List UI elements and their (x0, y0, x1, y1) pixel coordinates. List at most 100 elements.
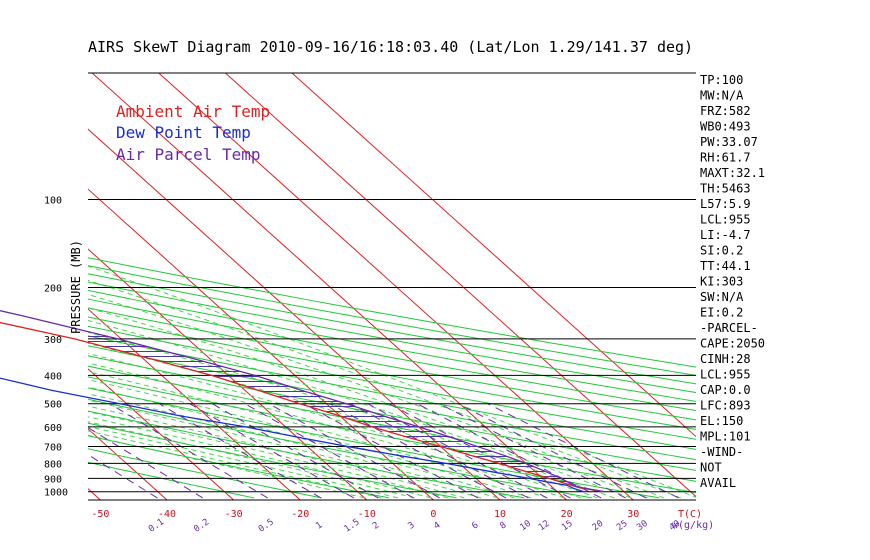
bottom-temp-tick-label: -40 (158, 509, 176, 520)
mixing-ratio-tick-label: 4 (432, 520, 442, 531)
stat-line: LCL:955 (700, 213, 751, 227)
stat-line: KI:303 (700, 275, 743, 289)
stat-line: SW:N/A (700, 290, 744, 304)
mixing-ratio-tick-label: 20 (591, 519, 606, 533)
mixing-ratio-line (350, 403, 529, 499)
bottom-temp-tick-label: 0 (430, 509, 436, 520)
bottom-temp-tick-label: -20 (291, 509, 309, 520)
isotherm (158, 73, 634, 500)
moist-adiabat (88, 279, 682, 499)
stat-line: PW:33.07 (700, 135, 758, 149)
stat-line: TP:100 (700, 73, 743, 87)
mixing-ratio-tick-label: 1 (314, 520, 324, 531)
dry-adiabat (88, 461, 255, 499)
mixing-ratio-tick-label: 25 (615, 519, 630, 533)
x-axis-label-temp: T(C) (678, 509, 702, 520)
pressure-tick-label: 800 (44, 459, 62, 470)
stat-line: SI:0.2 (700, 244, 743, 258)
pressure-tick-label: 600 (44, 423, 62, 434)
dry-adiabat (88, 365, 696, 482)
isotherm (88, 308, 301, 500)
dry-adiabat (88, 376, 696, 494)
mixing-ratio-tick-label: 3 (406, 520, 416, 531)
legend-ambient: Ambient Air Temp (116, 102, 270, 121)
dry-adiabat (88, 316, 696, 430)
moist-adiabat (88, 265, 696, 498)
moist-adiabat (88, 434, 365, 499)
legend-parcel: Air Parcel Temp (116, 145, 261, 164)
dry-adiabat (88, 435, 390, 499)
moist-adiabat (88, 331, 615, 499)
mixing-ratio-line (109, 403, 268, 499)
mixing-ratio-tick-label: 2 (371, 520, 381, 531)
dry-adiabat (88, 410, 525, 499)
stat-line: EI:0.2 (700, 306, 743, 320)
mixing-ratio-line (388, 403, 571, 499)
chart-title: AIRS SkewT Diagram 2010-09-16/16:18:03.4… (88, 38, 693, 56)
mixing-ratio-line (457, 403, 647, 499)
series-line-air-parcel-temp (0, 310, 605, 493)
mixing-ratio-line (189, 403, 355, 499)
moist-adiabat (88, 319, 632, 499)
bottom-temp-tick-label: -50 (91, 509, 109, 520)
cape-hatching (88, 336, 578, 488)
isotherm (225, 73, 696, 498)
mixing-ratio-line (487, 403, 679, 499)
dry-adiabat (88, 325, 696, 440)
moist-adiabat (88, 411, 448, 499)
pressure-tick-label: 700 (44, 442, 62, 453)
mixing-ratio-tick-label: 6 (470, 520, 480, 531)
moist-adiabat (88, 362, 565, 499)
stat-line: TT:44.1 (700, 259, 751, 273)
mixing-ratio-tick-label: 0.2 (192, 517, 211, 535)
axis-labels: 1002003004005006007008009001000-120-110-… (44, 196, 682, 535)
stat-line: CAP:0.0 (700, 383, 751, 397)
stat-line: LI:-4.7 (700, 228, 751, 242)
mixing-ratio-line (416, 403, 602, 499)
mixing-ratio-line (439, 403, 626, 499)
dry-adiabat (88, 289, 696, 402)
stat-line: TH:5463 (700, 182, 751, 196)
isotherm (291, 73, 696, 438)
stat-line: LFC:893 (700, 399, 751, 413)
moist-adiabat (88, 371, 548, 499)
dry-adiabat (88, 448, 322, 499)
bottom-temp-tick-label: 20 (561, 509, 573, 520)
series-line-dew-point-temp (0, 377, 585, 493)
mixing-ratio-line (367, 403, 548, 499)
stat-line: MW:N/A (700, 89, 744, 103)
pressure-tick-label: 200 (44, 283, 62, 294)
mixing-ratio-tick-label: 30 (635, 519, 650, 533)
stat-line: MPL:101 (700, 430, 751, 444)
bottom-temp-tick-label: 30 (627, 509, 639, 520)
stat-line: -WIND- (700, 445, 743, 459)
bottom-temp-tick-label: -10 (358, 509, 376, 520)
isotherm (88, 128, 501, 500)
dry-adiabat (88, 387, 660, 499)
series-line-ambient-air-temp (0, 321, 605, 493)
moist-adiabat (88, 307, 648, 499)
mixing-ratio-tick-label: 10 (518, 519, 533, 533)
mixing-ratio-tick-label: 0.5 (257, 517, 276, 535)
mixing-ratio-line (88, 454, 158, 499)
moist-adiabat (88, 386, 515, 499)
dry-adiabat (88, 398, 592, 499)
profile-lines (0, 310, 605, 493)
mixing-ratio-line (329, 403, 507, 499)
stat-line: EL:150 (700, 414, 743, 428)
mixing-ratio-line (88, 426, 203, 499)
moist-adiabat (88, 430, 382, 499)
moist-adiabat (88, 342, 598, 499)
stat-line: FRZ:582 (700, 104, 751, 118)
y-axis-label: PRESSURE (MB) (69, 240, 83, 334)
stat-line: -PARCEL- (700, 321, 758, 335)
stat-line: L57:5.9 (700, 197, 751, 211)
mixing-ratio-line (212, 403, 379, 499)
stat-line: CINH:28 (700, 352, 751, 366)
dry-adiabat (88, 257, 696, 368)
stat-line: AVAIL (700, 476, 736, 490)
dry-adiabat (88, 422, 457, 499)
mixing-ratio-tick-label: 8 (498, 520, 508, 531)
